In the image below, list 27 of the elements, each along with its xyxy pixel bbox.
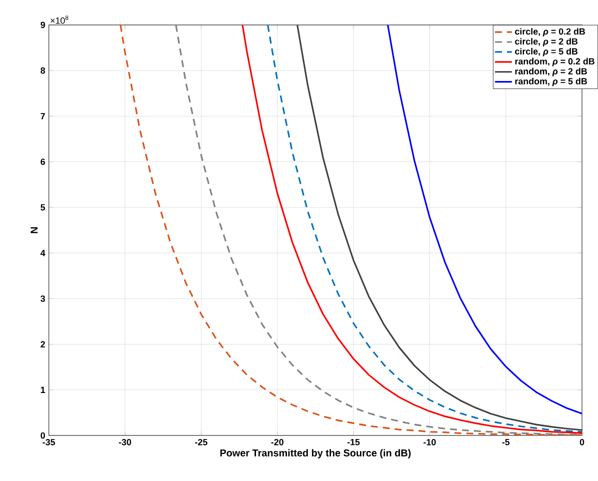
x-tick-label: -30: [118, 438, 132, 446]
x-axis-title: Power Transmitted by the Source (in dB): [220, 449, 411, 458]
legend-label: random, ρ = 2 dB: [515, 68, 587, 76]
y-tick-label: 2: [40, 340, 45, 348]
x-tick-label: 0: [580, 438, 584, 446]
x-tick-label: -20: [271, 438, 284, 446]
y-tick-label: 3: [40, 295, 45, 302]
y-axis-title: N: [30, 227, 38, 233]
legend-label: random, ρ = 5 dB: [515, 78, 587, 86]
y-tick-label: 5: [40, 204, 46, 210]
legend-label: circle, ρ = 0.2 dB: [515, 28, 585, 36]
x-tick-label: -15: [347, 438, 360, 446]
legend-label: circle, ρ = 5 dB: [515, 48, 578, 56]
y-tick-label: 8: [40, 67, 46, 74]
legend-label: circle, ρ = 2 dB: [515, 38, 578, 46]
text: ×10$^{8}$: [50, 16, 68, 24]
x-tick-label: -25: [195, 438, 208, 446]
legend-label: random, ρ = 0.2 dB: [515, 58, 594, 66]
y-tick-label: 6: [40, 158, 45, 165]
x-tick-label: -10: [424, 438, 436, 446]
y-tick-label: 7: [40, 112, 45, 120]
x-tick-label: -35: [42, 438, 56, 446]
y-tick-label: 4: [40, 250, 46, 256]
y-tick-label: 0: [40, 432, 45, 438]
y-tick-label: 9: [40, 22, 45, 28]
y-tick-label: 1: [40, 386, 46, 393]
x-tick-label: -5: [502, 438, 510, 446]
